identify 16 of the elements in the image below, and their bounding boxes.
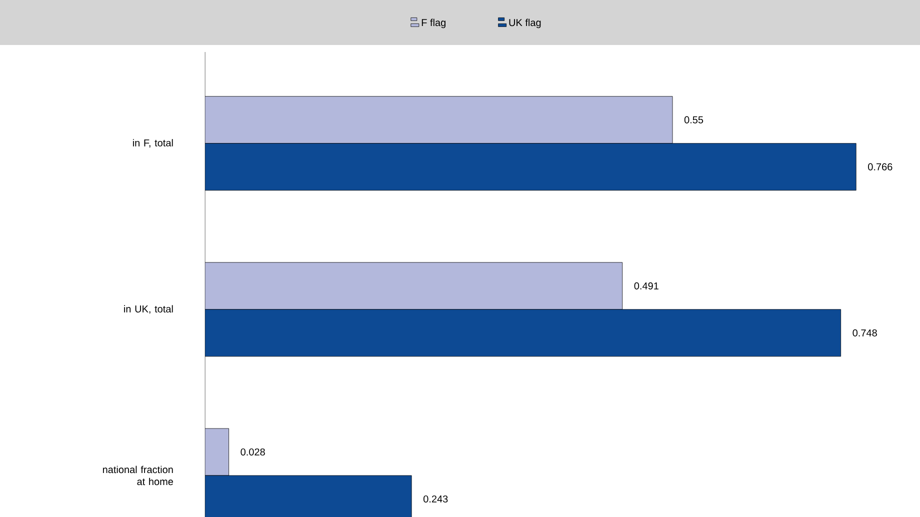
data-label: 0.748 bbox=[852, 329, 877, 336]
y-tick-label: in UK, total bbox=[124, 305, 173, 314]
legend-label: UK flag bbox=[509, 18, 541, 28]
y-tick-label: in F, total bbox=[133, 139, 173, 148]
data-label: 0.491 bbox=[634, 282, 658, 290]
bar bbox=[205, 143, 856, 191]
data-label: 0.766 bbox=[868, 163, 892, 170]
bar bbox=[205, 309, 842, 357]
data-label: 0.55 bbox=[684, 116, 704, 124]
data-label: 0.028 bbox=[240, 448, 265, 456]
data-label: 0.243 bbox=[423, 495, 448, 503]
bar bbox=[205, 96, 673, 144]
y-tick-label: national fraction at home bbox=[102, 466, 174, 486]
bar bbox=[205, 262, 623, 310]
bar bbox=[205, 428, 229, 476]
legend-label: F flag bbox=[422, 18, 446, 28]
